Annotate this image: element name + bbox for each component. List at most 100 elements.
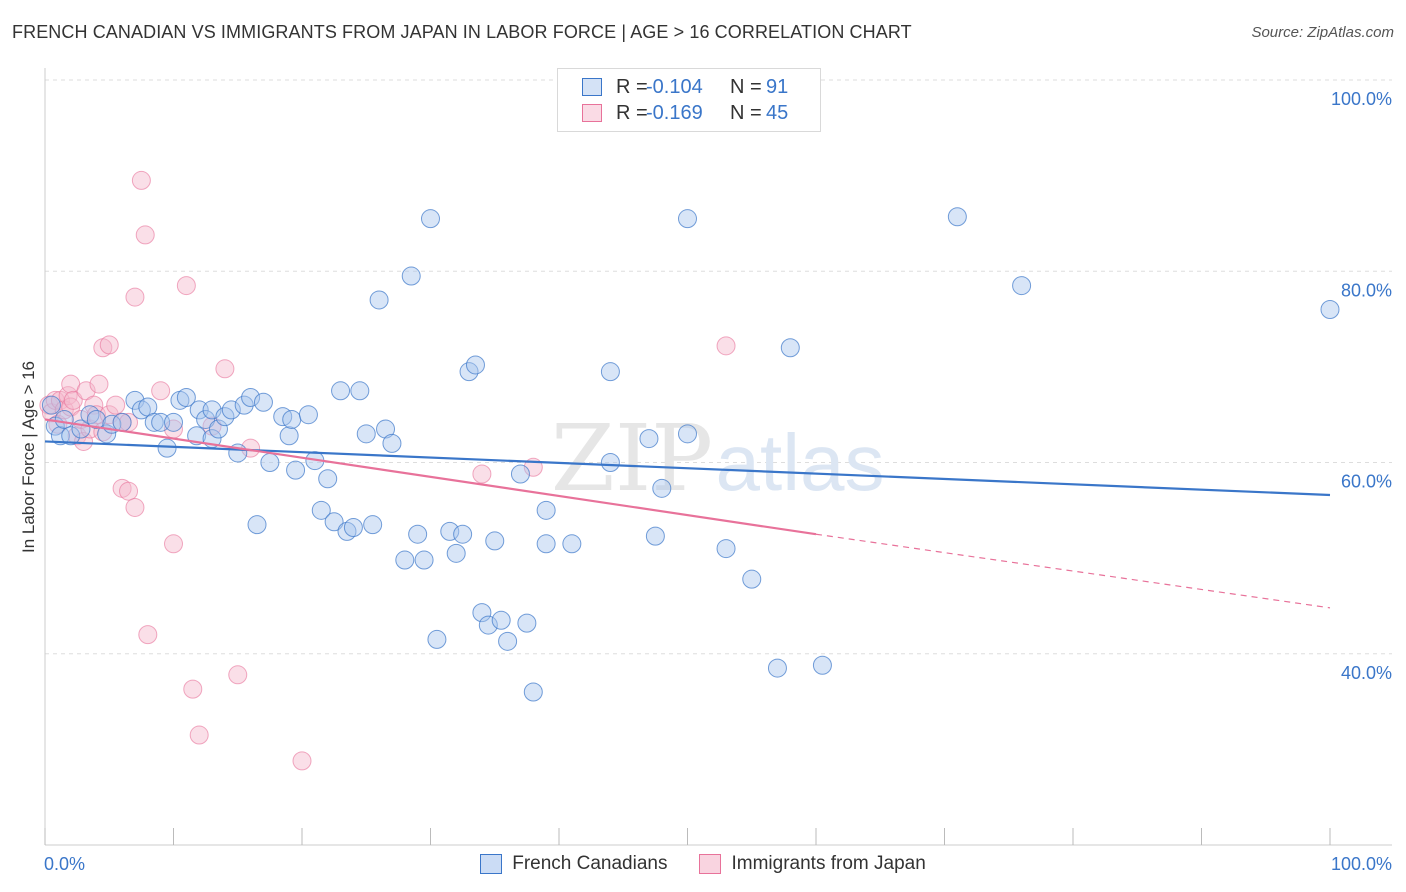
data-point-japan [125, 287, 145, 307]
series-swatch-blue [480, 854, 503, 874]
data-point-french-canadian [678, 209, 697, 229]
data-point-french-canadian [498, 631, 518, 651]
data-point-french-canadian [742, 569, 762, 589]
data-point-french-canadian [652, 478, 672, 498]
data-point-french-canadian [176, 387, 196, 407]
data-point-french-canadian [408, 524, 428, 544]
watermark-atlas: atlas [716, 418, 885, 507]
data-point-french-canadian [86, 409, 106, 429]
data-point-french-canadian [427, 629, 447, 649]
data-point-french-canadian [61, 426, 81, 446]
data-point-french-canadian [369, 290, 389, 310]
data-point-french-canadian [187, 426, 207, 446]
data-point-japan [63, 390, 83, 410]
data-point-french-canadian [678, 424, 697, 444]
data-point-french-canadian [112, 412, 132, 432]
x-tick-label-min: 0.0% [44, 854, 85, 874]
data-point-japan [472, 464, 492, 484]
data-point-french-canadian [478, 615, 498, 635]
legend-row-french-canadians: R = -0.104 N = 91 [582, 75, 788, 99]
data-point-french-canadian [298, 405, 318, 425]
chart-title: FRENCH CANADIAN VS IMMIGRANTS FROM JAPAN… [12, 22, 912, 42]
legend-r-label: R = [616, 75, 648, 98]
french-canadians-points [41, 207, 1340, 702]
data-point-french-canadian [247, 515, 267, 535]
data-point-french-canadian [164, 412, 183, 432]
data-point-french-canadian [812, 655, 832, 675]
data-point-japan [215, 359, 235, 379]
data-point-french-canadian [517, 613, 537, 633]
y-tick-label: 40.0% [1341, 663, 1392, 683]
legend-row-immigrants-japan: R = -0.169 N = 45 [582, 101, 788, 125]
data-point-french-canadian [453, 524, 473, 544]
data-point-french-canadian [947, 207, 967, 227]
axes [44, 68, 1392, 846]
data-point-japan [74, 431, 94, 451]
series-legend-label: Immigrants from Japan [731, 853, 926, 874]
data-point-french-canadian [562, 534, 582, 554]
data-point-french-canadian [1320, 300, 1340, 319]
data-point-french-canadian [241, 387, 261, 407]
data-point-french-canadian [395, 550, 415, 570]
data-point-french-canadian [491, 610, 511, 630]
data-point-japan [131, 170, 151, 190]
data-point-french-canadian [41, 395, 61, 415]
data-point-french-canadian [440, 521, 460, 541]
data-point-french-canadian [196, 409, 216, 429]
watermark-zip: ZIP [551, 405, 713, 512]
series-swatch-pink [699, 854, 722, 874]
data-point-french-canadian [343, 518, 363, 538]
data-point-french-canadian [421, 209, 440, 229]
data-point-japan [106, 395, 126, 415]
data-point-french-canadian [446, 543, 466, 563]
legend-n-label: N = [730, 75, 762, 98]
data-point-french-canadian [780, 338, 800, 358]
y-tick-label: 80.0% [1341, 280, 1392, 300]
data-point-french-canadian [600, 362, 620, 382]
legend-r-label: R = [616, 101, 648, 124]
data-point-japan [292, 751, 312, 771]
legend-n-label: N = [730, 101, 762, 124]
data-point-french-canadian [485, 531, 505, 551]
trend-lines [44, 418, 1331, 609]
immigrants-from-japan-points [39, 170, 736, 771]
data-point-french-canadian [401, 266, 421, 286]
data-point-french-canadian [767, 658, 787, 678]
data-point-french-canadian [208, 419, 228, 439]
legend-r-value: -0.104 [646, 75, 703, 98]
data-point-french-canadian [221, 400, 241, 420]
data-point-japan [151, 381, 171, 401]
data-point-japan [89, 374, 109, 394]
data-point-french-canadian [1012, 276, 1032, 296]
data-point-french-canadian [157, 438, 177, 458]
data-point-french-canadian [376, 419, 396, 439]
series-legend: French Canadians Immigrants from Japan [0, 852, 1406, 876]
data-point-japan [164, 534, 183, 554]
data-point-french-canadian [144, 412, 164, 432]
data-point-japan [176, 276, 196, 296]
data-point-french-canadian [253, 392, 273, 412]
data-point-french-canadian [350, 381, 370, 401]
y-tick-label: 100.0% [1331, 89, 1392, 109]
data-point-french-canadian [523, 682, 543, 702]
data-point-japan [189, 725, 209, 745]
data-point-japan [228, 665, 248, 685]
legend-n-value: 45 [766, 101, 789, 124]
data-point-japan [119, 481, 139, 501]
legend-r-value: -0.169 [646, 101, 703, 124]
series-legend-immigrants-japan[interactable]: Immigrants from Japan [699, 853, 926, 875]
source-label: Source: ZipAtlas.com [1251, 24, 1394, 41]
data-point-french-canadian [536, 534, 556, 554]
data-point-french-canadian [639, 429, 659, 449]
data-point-french-canadian [465, 355, 485, 375]
data-point-french-canadian [50, 426, 70, 446]
series-legend-label: French Canadians [512, 853, 668, 874]
watermark: ZIP atlas [551, 405, 885, 512]
data-point-french-canadian [472, 603, 492, 623]
legend-swatch-blue [582, 78, 602, 96]
series-legend-french-canadians[interactable]: French Canadians [480, 853, 667, 875]
data-point-french-canadian [324, 512, 344, 532]
grid [45, 79, 1392, 655]
trend-line-japan-extrapolated [815, 533, 1331, 609]
